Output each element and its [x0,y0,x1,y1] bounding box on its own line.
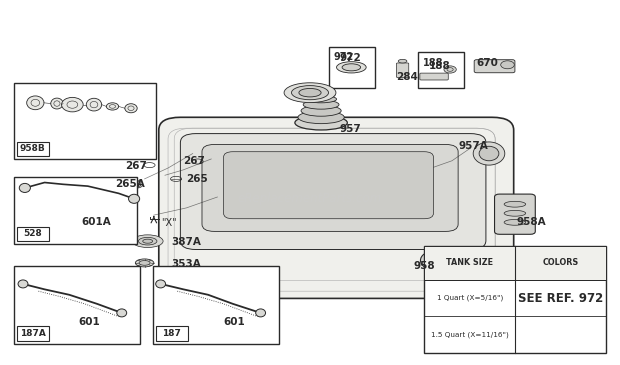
Ellipse shape [135,259,154,267]
FancyBboxPatch shape [396,63,409,77]
Ellipse shape [291,86,329,100]
Text: "X": "X" [161,218,176,228]
Ellipse shape [132,235,163,247]
Ellipse shape [473,142,505,165]
Bar [153,266,279,344]
Ellipse shape [301,105,341,116]
Ellipse shape [299,88,321,97]
Text: 528: 528 [24,230,42,238]
FancyBboxPatch shape [224,152,433,219]
Ellipse shape [398,59,407,63]
Text: 267: 267 [184,156,205,166]
Ellipse shape [337,62,366,73]
Text: 972: 972 [340,53,361,62]
Ellipse shape [303,100,339,109]
Ellipse shape [86,98,102,111]
Text: 601: 601 [79,317,100,327]
Ellipse shape [444,66,456,73]
Text: 958A: 958A [516,217,546,227]
FancyBboxPatch shape [474,60,515,73]
Ellipse shape [479,146,499,161]
Ellipse shape [427,269,438,273]
Text: 958: 958 [414,261,435,271]
Ellipse shape [504,201,526,207]
Text: 353A: 353A [171,259,201,269]
Bar [156,326,188,341]
Ellipse shape [19,183,30,192]
Text: 267: 267 [125,161,147,171]
Ellipse shape [306,96,337,103]
Ellipse shape [501,61,515,69]
Ellipse shape [504,210,526,216]
FancyBboxPatch shape [420,73,448,80]
Text: 601A: 601A [82,217,112,227]
Text: TANK SIZE: TANK SIZE [446,258,493,268]
Text: 265: 265 [187,174,208,184]
Bar [14,266,140,344]
Ellipse shape [426,256,438,265]
Ellipse shape [298,111,344,124]
Text: 284: 284 [396,73,418,82]
Ellipse shape [18,280,28,288]
Ellipse shape [128,194,140,203]
Ellipse shape [117,309,126,317]
FancyBboxPatch shape [159,117,514,299]
Ellipse shape [139,261,150,265]
Text: SEE REF. 972: SEE REF. 972 [518,292,603,305]
Text: 265A: 265A [115,179,145,189]
Ellipse shape [342,64,361,71]
Text: 972: 972 [334,52,353,62]
Ellipse shape [295,115,347,130]
Ellipse shape [308,92,335,98]
Bar [14,177,137,244]
Text: 1 Quart (X=5/16"): 1 Quart (X=5/16") [436,295,503,301]
Ellipse shape [106,103,118,110]
Bar [17,326,49,341]
Text: 670: 670 [477,58,498,68]
Ellipse shape [504,219,526,225]
Text: 1.5 Quart (X=11/16"): 1.5 Quart (X=11/16") [431,331,508,338]
Ellipse shape [138,237,157,245]
Bar [329,47,375,88]
Ellipse shape [255,309,265,317]
Text: eReplacementParts.com: eReplacementParts.com [238,192,382,205]
Ellipse shape [420,252,444,269]
Text: 188: 188 [423,58,443,68]
Ellipse shape [27,96,44,110]
Bar [17,227,49,241]
Bar [424,246,515,280]
Bar [515,246,606,280]
Text: 387A: 387A [171,237,201,247]
Bar [17,142,49,156]
Ellipse shape [143,239,153,243]
FancyBboxPatch shape [180,134,486,250]
Text: 601: 601 [224,317,246,327]
Bar [424,246,606,353]
Ellipse shape [125,104,137,113]
Text: 958B: 958B [20,144,46,153]
Text: 957: 957 [340,124,361,134]
Ellipse shape [156,280,166,288]
Ellipse shape [61,97,83,112]
Text: 188: 188 [429,61,451,70]
FancyBboxPatch shape [495,194,535,234]
Ellipse shape [51,98,63,109]
FancyBboxPatch shape [202,145,458,231]
Ellipse shape [312,88,330,92]
Text: 187: 187 [162,329,181,338]
Bar [14,83,156,159]
Text: 187A: 187A [20,329,46,338]
Bar [418,52,464,88]
Ellipse shape [284,83,336,103]
Ellipse shape [308,87,334,93]
Text: 957A: 957A [458,141,488,151]
Text: COLORS: COLORS [542,258,579,268]
